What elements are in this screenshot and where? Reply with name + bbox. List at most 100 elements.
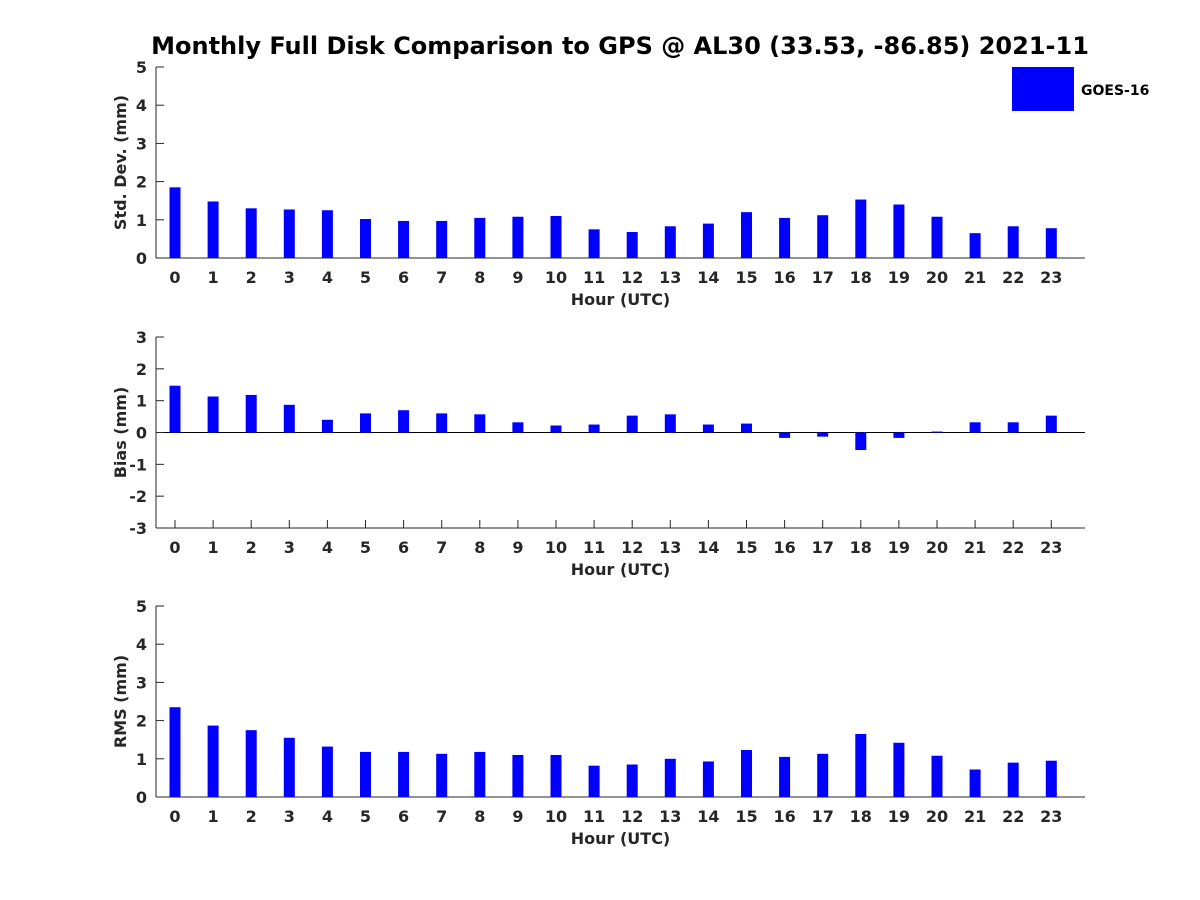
std-dev-bar [245,208,257,258]
bias-bar [360,413,371,433]
bias-bar [969,422,981,433]
rms-x-tick-label: 15 [735,807,757,826]
std-dev-y-tick-label: 5 [136,58,147,77]
rms-bar [855,733,867,797]
rms-x-tick-label: 17 [812,807,834,826]
std-dev-bar [512,216,524,258]
rms-y-tick-label: 0 [136,788,147,807]
bias-x-tick-label: 17 [812,538,834,557]
bias-bar [855,432,867,451]
bias-y-tick-label: 2 [136,360,147,379]
bias-y-tick-label: -1 [129,455,147,474]
bias-x-tick-label: 22 [1002,538,1024,557]
bias-x-tick-label: 18 [850,538,872,557]
bias-bar [664,414,676,433]
bias-x-tick-label: 3 [284,538,295,557]
rms-bar [207,725,219,797]
std-dev-x-tick-label: 15 [735,268,757,287]
bias-bar [931,431,943,433]
bias-x-tick-label: 4 [322,538,333,557]
std-dev-y-tick-label: 3 [136,134,147,153]
std-dev-bar [817,215,829,258]
bias-bar [779,432,791,438]
rms-bar [512,754,524,797]
rms-bar [169,707,181,797]
std-dev-x-tick-label: 13 [659,268,681,287]
rms-y-tick-label: 3 [136,673,147,692]
bias-bar [321,419,333,433]
rms-x-tick-label: 11 [583,807,605,826]
bias-x-tick-label: 15 [735,538,757,557]
rms-bar [245,730,257,797]
rms-x-tick-label: 5 [360,807,371,826]
bias-x-tick-label: 10 [545,538,567,557]
std-dev-y-tick-label: 1 [136,211,147,230]
std-dev-x-tick-label: 2 [246,268,257,287]
rms-bar [779,756,791,797]
std-dev-bar [741,212,752,258]
std-dev-x-tick-label: 16 [773,268,795,287]
bias-x-tick-label: 13 [659,538,681,557]
rms-bar [436,753,448,797]
bias-x-tick-label: 21 [964,538,986,557]
std-dev-bar [588,229,600,258]
std-dev-y-tick-label: 2 [136,173,147,192]
rms-x-tick-label: 14 [697,807,719,826]
bias-bar [893,432,905,438]
bias-bar [626,415,638,433]
rms-x-tick-label: 19 [888,807,910,826]
std-dev-bar [1045,228,1057,258]
rms-x-tick-label: 4 [322,807,333,826]
rms-x-tick-label: 9 [512,807,523,826]
bias-x-tick-label: 11 [583,538,605,557]
std-dev-y-axis-label: Std. Dev. (mm) [111,95,130,230]
std-dev-bar [893,204,905,258]
bias-bar [512,422,524,433]
std-dev-x-tick-label: 21 [964,268,986,287]
legend-swatch [1012,67,1074,111]
bias-bar [169,385,181,433]
bias-x-tick-label: 14 [697,538,719,557]
rms-x-axis-label: Hour (UTC) [571,829,671,848]
bias-x-tick-label: 6 [398,538,409,557]
bias-y-tick-label: 1 [136,392,147,411]
bias-y-tick-label: 3 [136,328,147,347]
bias-bar [436,413,448,433]
bias-x-tick-label: 19 [888,538,910,557]
std-dev-x-tick-label: 18 [850,268,872,287]
rms-y-tick-label: 2 [136,712,147,731]
rms-x-tick-label: 13 [659,807,681,826]
bias-x-tick-label: 23 [1040,538,1062,557]
rms-x-tick-label: 21 [964,807,986,826]
bias-bar [702,424,714,433]
rms-bar [398,751,410,797]
rms-bar [817,753,829,797]
bias-bar [207,396,219,433]
bias-x-axis-label: Hour (UTC) [571,560,671,579]
rms-x-tick-label: 20 [926,807,948,826]
rms-x-tick-label: 23 [1040,807,1062,826]
std-dev-bar [398,220,410,258]
bias-y-axis-label: Bias (mm) [111,387,130,479]
bias-bar [474,414,486,433]
std-dev-x-tick-label: 9 [512,268,523,287]
std-dev-x-tick-label: 6 [398,268,409,287]
bias-x-tick-label: 16 [773,538,795,557]
std-dev-bar [436,220,448,258]
rms-bar [969,769,981,797]
std-dev-bar [283,209,295,258]
std-dev-x-tick-label: 12 [621,268,643,287]
std-dev-bar [779,217,791,258]
std-dev-x-tick-label: 11 [583,268,605,287]
bias-bar [1045,415,1057,433]
rms-y-tick-label: 4 [136,635,147,654]
bias-x-tick-label: 7 [436,538,447,557]
rms-bar [741,750,752,797]
std-dev-bar [855,199,867,258]
rms-x-tick-label: 2 [246,807,257,826]
bias-y-tick-label: -3 [129,519,147,538]
rms-bar [550,754,562,797]
std-dev-bar [550,215,562,258]
std-dev-bar [664,226,676,258]
